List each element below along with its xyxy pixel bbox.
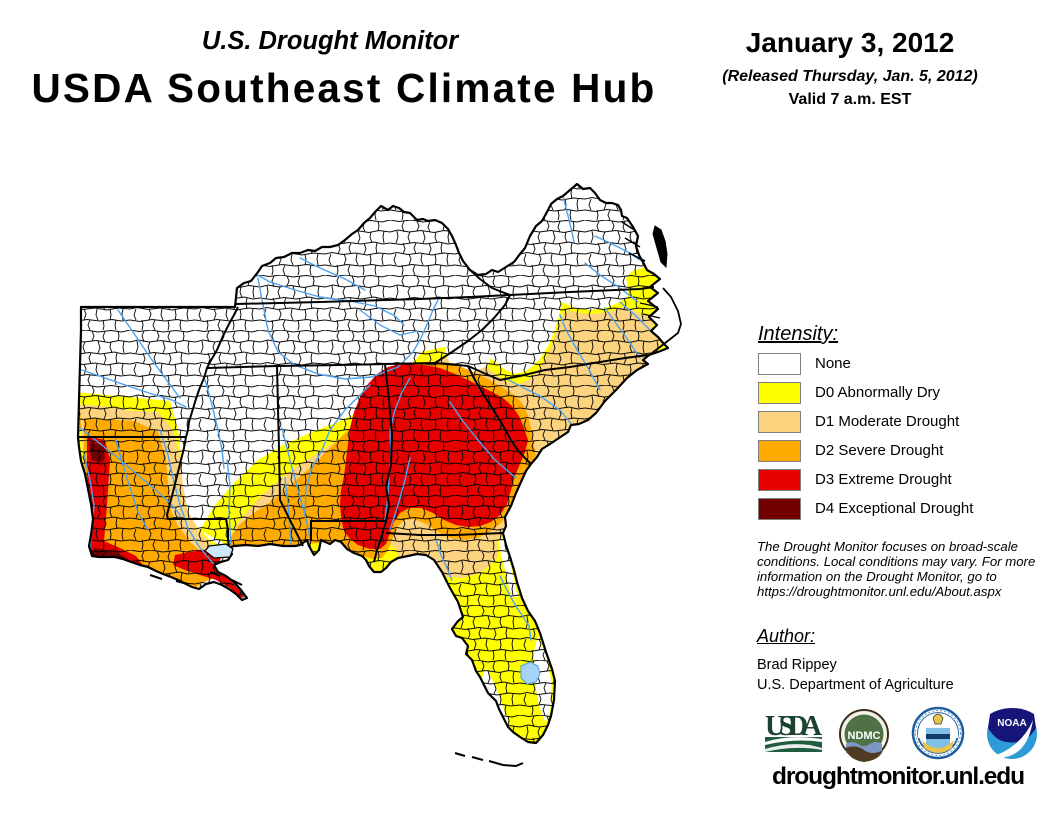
- svg-text:NOAA: NOAA: [997, 718, 1026, 729]
- svg-text:NDMC: NDMC: [848, 730, 881, 742]
- svg-text:USDA: USDA: [765, 711, 823, 742]
